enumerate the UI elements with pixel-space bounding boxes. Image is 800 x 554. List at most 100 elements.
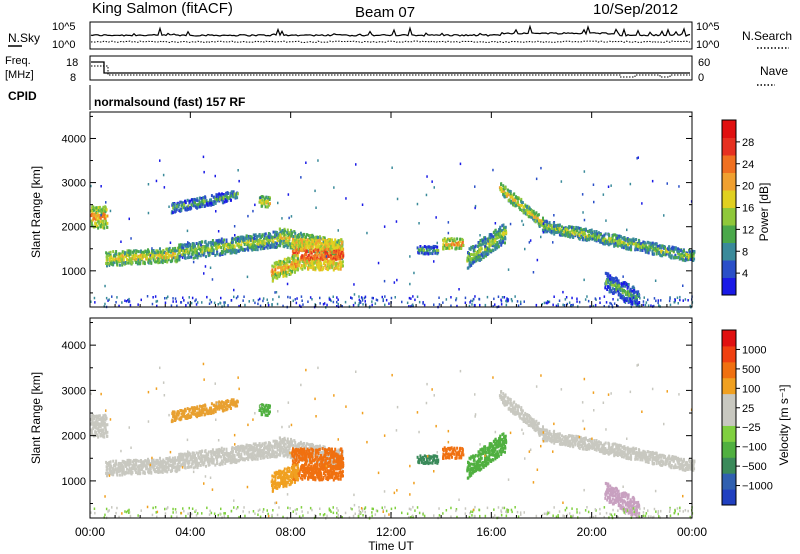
power-cell (319, 302, 321, 305)
power-cell (569, 235, 572, 239)
power-cell (125, 252, 128, 256)
power-cell (194, 255, 197, 259)
velocity-cell (171, 456, 174, 460)
power-cell (618, 234, 621, 238)
velocity-cell (122, 471, 125, 475)
power-cell (600, 232, 602, 236)
power-cell (628, 299, 631, 303)
power-cell (307, 250, 310, 253)
power-cell (116, 296, 118, 299)
power-cell (303, 264, 306, 267)
power-cell (244, 236, 247, 240)
power-cell (176, 249, 179, 253)
power-cell (104, 206, 107, 210)
power-cell (180, 301, 183, 304)
power-cell (618, 287, 621, 291)
power-cell (590, 228, 592, 232)
power-cell (278, 273, 281, 277)
power-cell (230, 251, 233, 255)
power-cell (656, 249, 659, 253)
power-cell (264, 205, 267, 209)
power-cell (121, 257, 124, 261)
power-cell (293, 252, 295, 256)
power-cell (689, 258, 692, 261)
power-cell (102, 212, 105, 216)
velocity-cell (155, 458, 158, 462)
power-cell (322, 246, 325, 250)
power-cell (382, 299, 384, 303)
power-cell (181, 201, 184, 205)
power-cell (566, 302, 568, 306)
power-cell (263, 202, 266, 206)
power-cell (627, 283, 630, 286)
power-cell (520, 197, 523, 201)
power-cell (266, 205, 268, 209)
velocity-cell (106, 434, 109, 438)
power-cell (338, 250, 341, 254)
power-cell (169, 249, 172, 252)
power-cell (172, 297, 174, 300)
velocity-cell (174, 461, 176, 465)
velocity-cell (160, 470, 163, 474)
power-cell (119, 259, 122, 263)
power-cell (550, 224, 553, 228)
power-cell (341, 240, 344, 244)
power-cell (105, 201, 107, 204)
power-cell (100, 222, 103, 226)
power-cell (214, 242, 217, 246)
velocity-cell (182, 458, 185, 462)
power-cell (569, 230, 572, 234)
power-cell (262, 299, 264, 303)
power-cell (296, 244, 299, 248)
power-cell (623, 244, 626, 248)
power-cell (364, 300, 366, 303)
power-cell (197, 245, 200, 249)
velocity-cell (95, 418, 98, 422)
power-cell (514, 196, 517, 200)
power-cell (410, 297, 412, 300)
power-cell (105, 214, 108, 218)
power-cell (590, 231, 593, 235)
velocity-cell (158, 464, 161, 468)
power-cell (571, 231, 574, 235)
power-cell (287, 239, 290, 243)
power-cell (139, 250, 142, 254)
power-cell (193, 197, 196, 201)
power-cell (485, 254, 488, 258)
power-cell (507, 193, 510, 197)
power-cell (93, 206, 96, 210)
power-cell (252, 209, 254, 213)
power-cell (124, 261, 127, 264)
velocity-cell (103, 425, 106, 429)
power-cell (262, 244, 265, 248)
power-cell (183, 206, 185, 209)
velocity-cell (167, 463, 170, 467)
power-cell (156, 304, 158, 308)
power-cell (154, 251, 157, 255)
power-cell (358, 295, 360, 298)
power-cell (524, 212, 527, 216)
power-cell (337, 229, 339, 232)
power-cell (433, 260, 435, 263)
power-cell (424, 252, 427, 256)
power-cell (277, 261, 279, 265)
power-cell (258, 200, 261, 204)
power-cell (277, 271, 280, 275)
nsky-trace (90, 24, 691, 37)
power-cell (294, 248, 297, 252)
freq-tick-18: 18 (66, 57, 78, 69)
power-cell (677, 302, 679, 305)
power-cell (158, 260, 161, 264)
power-cell (630, 246, 633, 249)
power-cell (560, 180, 563, 183)
power-cell (629, 241, 632, 245)
power-cell (495, 233, 497, 237)
power-cell (179, 248, 182, 252)
power-cell (581, 232, 584, 236)
power-cell (204, 199, 207, 203)
power-cell (311, 242, 314, 246)
power-cell (340, 252, 343, 256)
power-cell (241, 235, 243, 239)
power-cell (627, 247, 630, 251)
power-cell (653, 252, 655, 256)
